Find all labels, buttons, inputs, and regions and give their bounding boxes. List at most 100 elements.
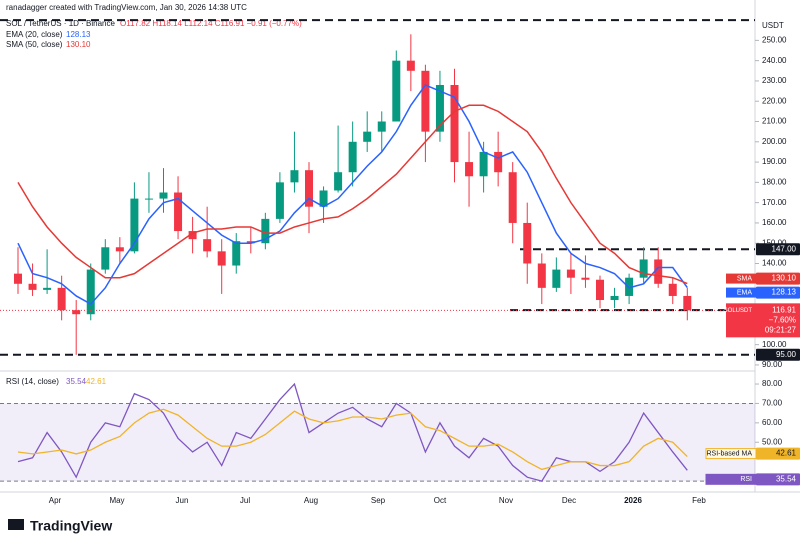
ma-value: 130.10 (772, 274, 797, 283)
level-label-bg (756, 348, 800, 361)
candle-body (305, 170, 313, 207)
candle-body (203, 239, 212, 252)
candle-body (115, 247, 124, 252)
x-tick-label: Aug (304, 496, 318, 505)
legend-value: 42.61 (86, 377, 107, 386)
candle-body (392, 60, 401, 122)
candle-body (261, 218, 270, 244)
x-tick-label: Sep (371, 496, 386, 505)
candle-body (57, 287, 66, 311)
candle-body (363, 131, 372, 142)
level-label: 147.00 (772, 244, 797, 253)
candle-body (246, 241, 255, 244)
candle-body (494, 151, 503, 173)
legend-value: 35.54 (66, 377, 87, 386)
candle-body (465, 162, 474, 177)
ma-badge-name: EMA (737, 289, 753, 296)
candle-body (159, 192, 168, 199)
brand-logo (8, 519, 24, 530)
y-tick-label: 180.00 (762, 177, 787, 186)
candle-body (86, 269, 95, 315)
ma-line (17, 104, 688, 285)
legend-name: EMA (20, close) (6, 30, 63, 39)
last-badge-price: 116.91 (772, 305, 796, 314)
y-tick-label: 100.00 (762, 340, 787, 349)
rsi-value-bg (756, 473, 800, 486)
candle-body (654, 259, 663, 284)
symbol: SOL / TetherUS · 1D · Binance (6, 19, 115, 28)
candle-body (43, 287, 52, 290)
candle-body (130, 198, 139, 252)
candle-body (610, 295, 619, 301)
rsi-value: 35.54 (776, 474, 797, 483)
y-tick-label: 90.00 (762, 360, 783, 369)
x-tick-label: Jun (176, 496, 189, 505)
x-tick-label: Feb (692, 496, 706, 505)
rsi-value: 42.61 (776, 449, 797, 458)
rsi-badge-name: RSI (740, 476, 752, 483)
y-tick-label: 70.00 (762, 399, 783, 408)
legend-value: 128.13 (66, 30, 91, 39)
brand: TradingView (30, 518, 112, 534)
legend-name: SMA (50, close) (6, 40, 63, 49)
last-badge-change: −7.60% (769, 315, 796, 324)
y-tick-label: 150.00 (762, 238, 787, 247)
x-tick-label: 2026 (624, 496, 642, 505)
candle-body (174, 192, 183, 232)
candle-body (596, 279, 604, 301)
candle-body (406, 60, 415, 71)
candle-body (72, 310, 81, 315)
x-tick-label: May (109, 496, 124, 505)
last-badge-bg2 (756, 303, 800, 338)
x-tick-label: Oct (434, 496, 447, 505)
candle-body (479, 151, 488, 177)
y-tick-label: 190.00 (762, 157, 787, 166)
candle-body (217, 251, 226, 266)
candle-body (639, 259, 648, 278)
candle-body (334, 172, 343, 191)
ma-badge-name: SMA (737, 275, 753, 282)
x-tick-label: Dec (562, 496, 576, 505)
candle-body (450, 84, 459, 163)
ma-value-bg (756, 286, 800, 299)
last-badge-bg (726, 303, 756, 338)
candle-body (508, 172, 517, 223)
pane-title: RSI (14, close) (6, 377, 59, 386)
candle-body (188, 231, 197, 240)
rsi-badge-name: RSI-based MA (706, 450, 752, 457)
candle-body (319, 190, 328, 207)
candle-body (275, 182, 284, 219)
last-badge-symbol: SOLUSDT (724, 308, 753, 314)
candle-body (144, 198, 153, 200)
candle-body (523, 222, 532, 264)
rsi-line (17, 408, 688, 471)
y-tick-label: 200.00 (762, 137, 787, 146)
y-tick-label: 170.00 (762, 198, 787, 207)
y-tick-label: 230.00 (762, 76, 787, 85)
candle-body (552, 269, 561, 288)
ma-badge-bg (726, 287, 756, 298)
x-tick-label: Jul (240, 496, 250, 505)
x-tick-label: Apr (49, 496, 62, 505)
ma-badge-bg (726, 273, 756, 284)
legend-value: 130.10 (66, 40, 91, 49)
y-tick-label: 160.00 (762, 218, 787, 227)
ma-line (17, 84, 688, 306)
candle-body (668, 283, 677, 296)
y-tick-label: 50.00 (762, 437, 783, 446)
ma-value: 128.13 (772, 288, 797, 297)
candle-body (101, 247, 110, 270)
ma-value-bg (756, 272, 800, 285)
candle-body (421, 70, 430, 132)
level-label-bg (756, 243, 800, 256)
y-tick-label: 210.00 (762, 117, 787, 126)
candle-body (232, 241, 241, 266)
y-tick-label: 220.00 (762, 96, 787, 105)
credit: ranadagger created with TradingView.com,… (6, 3, 247, 12)
rsi-value-bg (756, 447, 800, 460)
ohlc: O117.82 H118.14 L112.14 C116.91 −0.91 (−… (120, 19, 302, 28)
currency: USDT (762, 21, 784, 30)
y-tick-label: 80.00 (762, 379, 783, 388)
candle-body (435, 84, 444, 132)
